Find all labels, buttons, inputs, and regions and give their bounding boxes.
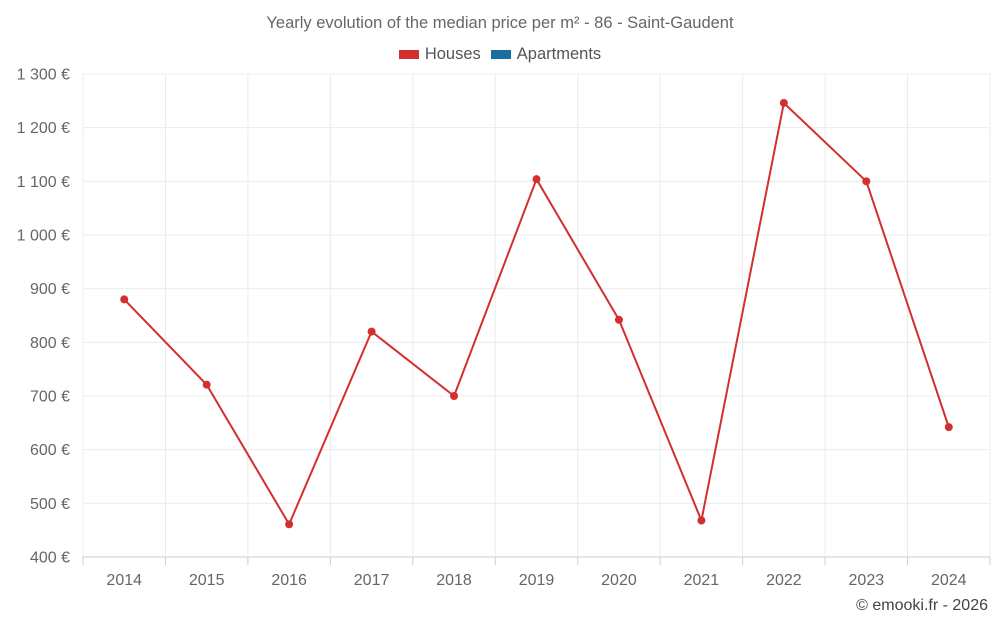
legend-swatch-houses [398,50,419,59]
x-tick-label: 2018 [436,572,472,589]
legend-label-apartments: Apartments [516,45,602,63]
data-point-houses-2020[interactable] [614,315,623,324]
x-tick-label: 2015 [189,572,225,589]
copyright-footer: © emooki.fr - 2026 [856,597,988,614]
y-axis: 400 € 500 € 600 € 700 € 800 € 900 € 1 000 € 1 1… [17,67,70,567]
x-tick-label: 2020 [601,572,637,589]
y-tick-label: 500 € [30,496,70,513]
data-point-houses-2024[interactable] [944,423,953,432]
data-point-houses-2015[interactable] [202,380,211,389]
y-tick-label: 1 200 € [17,120,70,137]
data-point-houses-2017[interactable] [367,327,376,336]
x-axis: 2014 2015 2016 2017 2018 2019 2020 2021 2022 2023… [82,557,991,589]
y-tick-label: 900 € [30,281,70,298]
x-tick-label: 2024 [931,572,967,589]
x-tick-label: 2022 [766,572,802,589]
x-tick-label: 2023 [849,572,885,589]
data-point-houses-2019[interactable] [532,175,541,184]
legend-label-houses: Houses [424,45,481,63]
data-point-houses-2016[interactable] [285,520,294,529]
x-tick-label: 2014 [106,572,142,589]
legend-item-apartments[interactable]: Apartments [490,45,602,64]
y-tick-label: 600 € [30,442,70,459]
chart-title: Yearly evolution of the median price per… [266,14,734,32]
data-point-houses-2023[interactable] [862,177,871,186]
data-point-houses-2018[interactable] [450,392,459,400]
y-tick-label: 1 100 € [17,174,70,191]
y-tick-label: 1 300 € [17,67,70,84]
data-point-houses-2014[interactable] [120,295,129,304]
x-tick-label: 2021 [684,572,720,589]
y-tick-label: 400 € [30,550,70,567]
y-tick-label: 1 000 € [17,228,70,245]
grid-lines [82,73,991,558]
x-tick-label: 2016 [271,572,307,589]
legend-item-houses[interactable]: Houses [398,45,481,64]
series-layer [120,98,953,529]
chart-legend: Houses Apartments [0,45,1000,64]
x-tick-label: 2019 [519,572,555,589]
y-tick-label: 800 € [30,335,70,352]
data-point-houses-2022[interactable] [779,98,788,107]
y-tick-label: 700 € [30,389,70,406]
data-point-houses-2021[interactable] [697,516,706,525]
legend-swatch-apartments [490,50,511,59]
x-tick-label: 2017 [354,572,390,589]
